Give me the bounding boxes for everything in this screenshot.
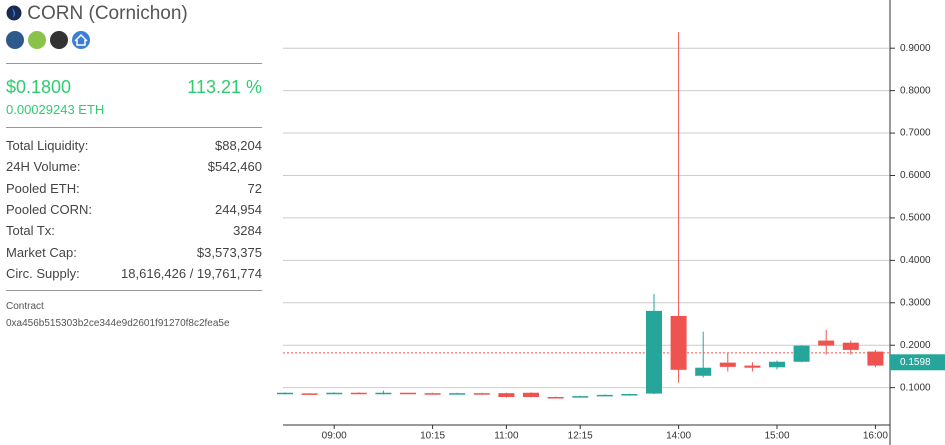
stat-value: $3,573,375 — [196, 244, 262, 260]
link-icons — [6, 31, 90, 49]
candle-body — [646, 310, 662, 394]
divider — [6, 127, 262, 128]
candle-body — [769, 361, 785, 368]
stat-label: Total Liquidity: — [6, 138, 89, 153]
candle-body — [695, 367, 712, 376]
price-change: 113.21 % — [187, 77, 262, 97]
token-title: CORN (Cornichon) — [6, 3, 188, 25]
y-tick-label: 0.6000 — [900, 170, 931, 181]
candle-body — [473, 393, 490, 395]
stat-value: $542,460 — [207, 159, 262, 175]
stat-value: 18,616,426 / 19,761,774 — [121, 265, 262, 281]
icon-dex[interactable] — [28, 31, 46, 49]
title-text: CORN (Cornichon) — [27, 3, 188, 24]
token-logo — [6, 5, 22, 21]
candle-body — [842, 342, 859, 350]
candle-body — [277, 392, 293, 395]
candle-body — [350, 392, 367, 395]
stat-row: Circ. Supply: 18,616,426 / 19,761,774 — [6, 266, 262, 281]
stat-label: Pooled ETH: — [6, 180, 80, 196]
candle-body — [326, 392, 343, 395]
candle-body — [301, 393, 318, 395]
stat-value: $88,204 — [215, 138, 262, 153]
stat-label: 24H Volume: — [6, 159, 81, 175]
stat-row: Total Liquidity: $88,204 — [6, 138, 262, 153]
last-price-badge — [890, 354, 945, 371]
stat-row: 24H Volume: $542,460 — [6, 159, 262, 174]
x-tick-label: 15:00 — [764, 431, 789, 442]
stat-row: Market Cap: $3,573,375 — [6, 245, 262, 260]
x-tick-label: 11:00 — [494, 431, 519, 442]
stat-value: 3284 — [233, 223, 262, 239]
stat-value: 72 — [247, 180, 262, 196]
x-tick-label: 10:15 — [420, 431, 445, 442]
y-tick-label: 0.4000 — [900, 255, 931, 266]
candle-body — [621, 394, 638, 396]
y-tick-label: 0.3000 — [900, 297, 931, 308]
candle-body — [498, 393, 515, 397]
candle-body — [719, 362, 736, 367]
contract-label: Contract — [6, 301, 44, 312]
x-tick-label: 14:00 — [666, 431, 691, 442]
icon-scan[interactable] — [50, 31, 68, 49]
divider — [6, 290, 262, 291]
last-price-label: 0.1598 — [900, 357, 931, 368]
stat-label: Circ. Supply: — [6, 265, 80, 281]
eth-price: 0.00029243 ETH — [6, 102, 105, 117]
y-tick-label: 0.2000 — [900, 340, 931, 351]
stat-row: Total Tx: 3284 — [6, 223, 262, 238]
stat-row: Pooled CORN: 244,954 — [6, 202, 262, 217]
icon-chart[interactable] — [6, 31, 24, 49]
stat-label: Market Cap: — [6, 244, 77, 260]
x-tick-label: 09:00 — [322, 431, 347, 442]
candle-body — [523, 392, 539, 397]
candle-body — [867, 351, 884, 366]
stat-label: Total Tx: — [6, 223, 55, 239]
x-tick-label: 16:00 — [863, 431, 888, 442]
candle-body — [572, 396, 589, 398]
contract-address[interactable]: 0xa456b515303b2ce344e9d2601f91270f8c2fea… — [6, 318, 230, 329]
y-tick-label: 0.8000 — [900, 85, 931, 96]
divider — [6, 63, 262, 64]
candle-body — [818, 340, 835, 346]
candle-body — [424, 393, 441, 395]
y-tick-label: 0.9000 — [900, 43, 931, 54]
y-tick-label: 0.7000 — [900, 128, 931, 139]
candle-body — [400, 392, 416, 395]
stat-value: 244,954 — [215, 201, 262, 217]
candle-body — [547, 396, 564, 399]
candle-body — [596, 394, 613, 397]
price: $0.1800 — [6, 77, 72, 97]
candle-body — [744, 365, 761, 368]
stat-label: Pooled CORN: — [6, 201, 92, 217]
candle-body — [449, 393, 466, 395]
candle-body — [375, 392, 392, 395]
x-tick-label: 12:15 — [568, 431, 593, 442]
y-tick-label: 0.5000 — [900, 213, 931, 224]
stat-row: Pooled ETH: 72 — [6, 181, 262, 196]
candle-body — [670, 315, 687, 370]
candle-body — [793, 345, 810, 362]
y-tick-label: 0.1000 — [900, 382, 931, 393]
